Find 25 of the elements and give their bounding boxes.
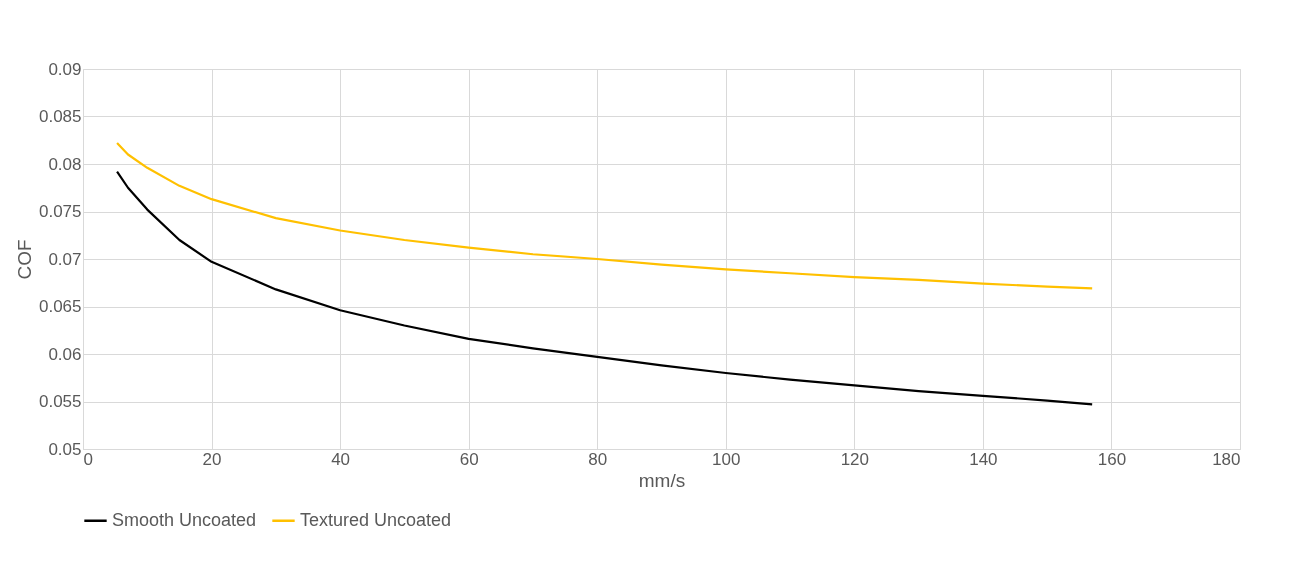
y-tick-label: 0.09 [48, 59, 82, 79]
line-series [115, 142, 1094, 290]
y-axis-title: COF [13, 239, 35, 280]
x-tick-label: 180 [1212, 449, 1241, 469]
x-tick-label: 40 [331, 449, 351, 469]
x-tick-label: 120 [840, 449, 870, 469]
y-tick-label: 0.055 [38, 392, 82, 411]
y-tick-label: 0.07 [48, 249, 82, 269]
x-tick-label: 80 [588, 449, 608, 469]
x-tick-label: 140 [969, 449, 998, 469]
x-tick-label: 60 [459, 449, 479, 469]
line-series [115, 170, 1094, 406]
y-tick-label: 0.06 [48, 344, 82, 364]
y-tick-label: 0.065 [38, 297, 82, 316]
legend-label: Textured Uncoated [300, 509, 452, 530]
legend-label: Smooth Uncoated [112, 509, 257, 530]
x-tick-label: 100 [712, 449, 741, 469]
y-tick-label: 0.05 [48, 439, 82, 459]
x-tick-label: 0 [83, 449, 93, 469]
x-axis-title: mm/s [638, 469, 686, 491]
x-tick-label: 160 [1097, 449, 1127, 469]
x-tick-label: 20 [202, 449, 222, 469]
y-tick-label: 0.075 [38, 202, 82, 221]
y-tick-label: 0.08 [48, 154, 82, 174]
y-tick-label: 0.085 [38, 107, 82, 126]
